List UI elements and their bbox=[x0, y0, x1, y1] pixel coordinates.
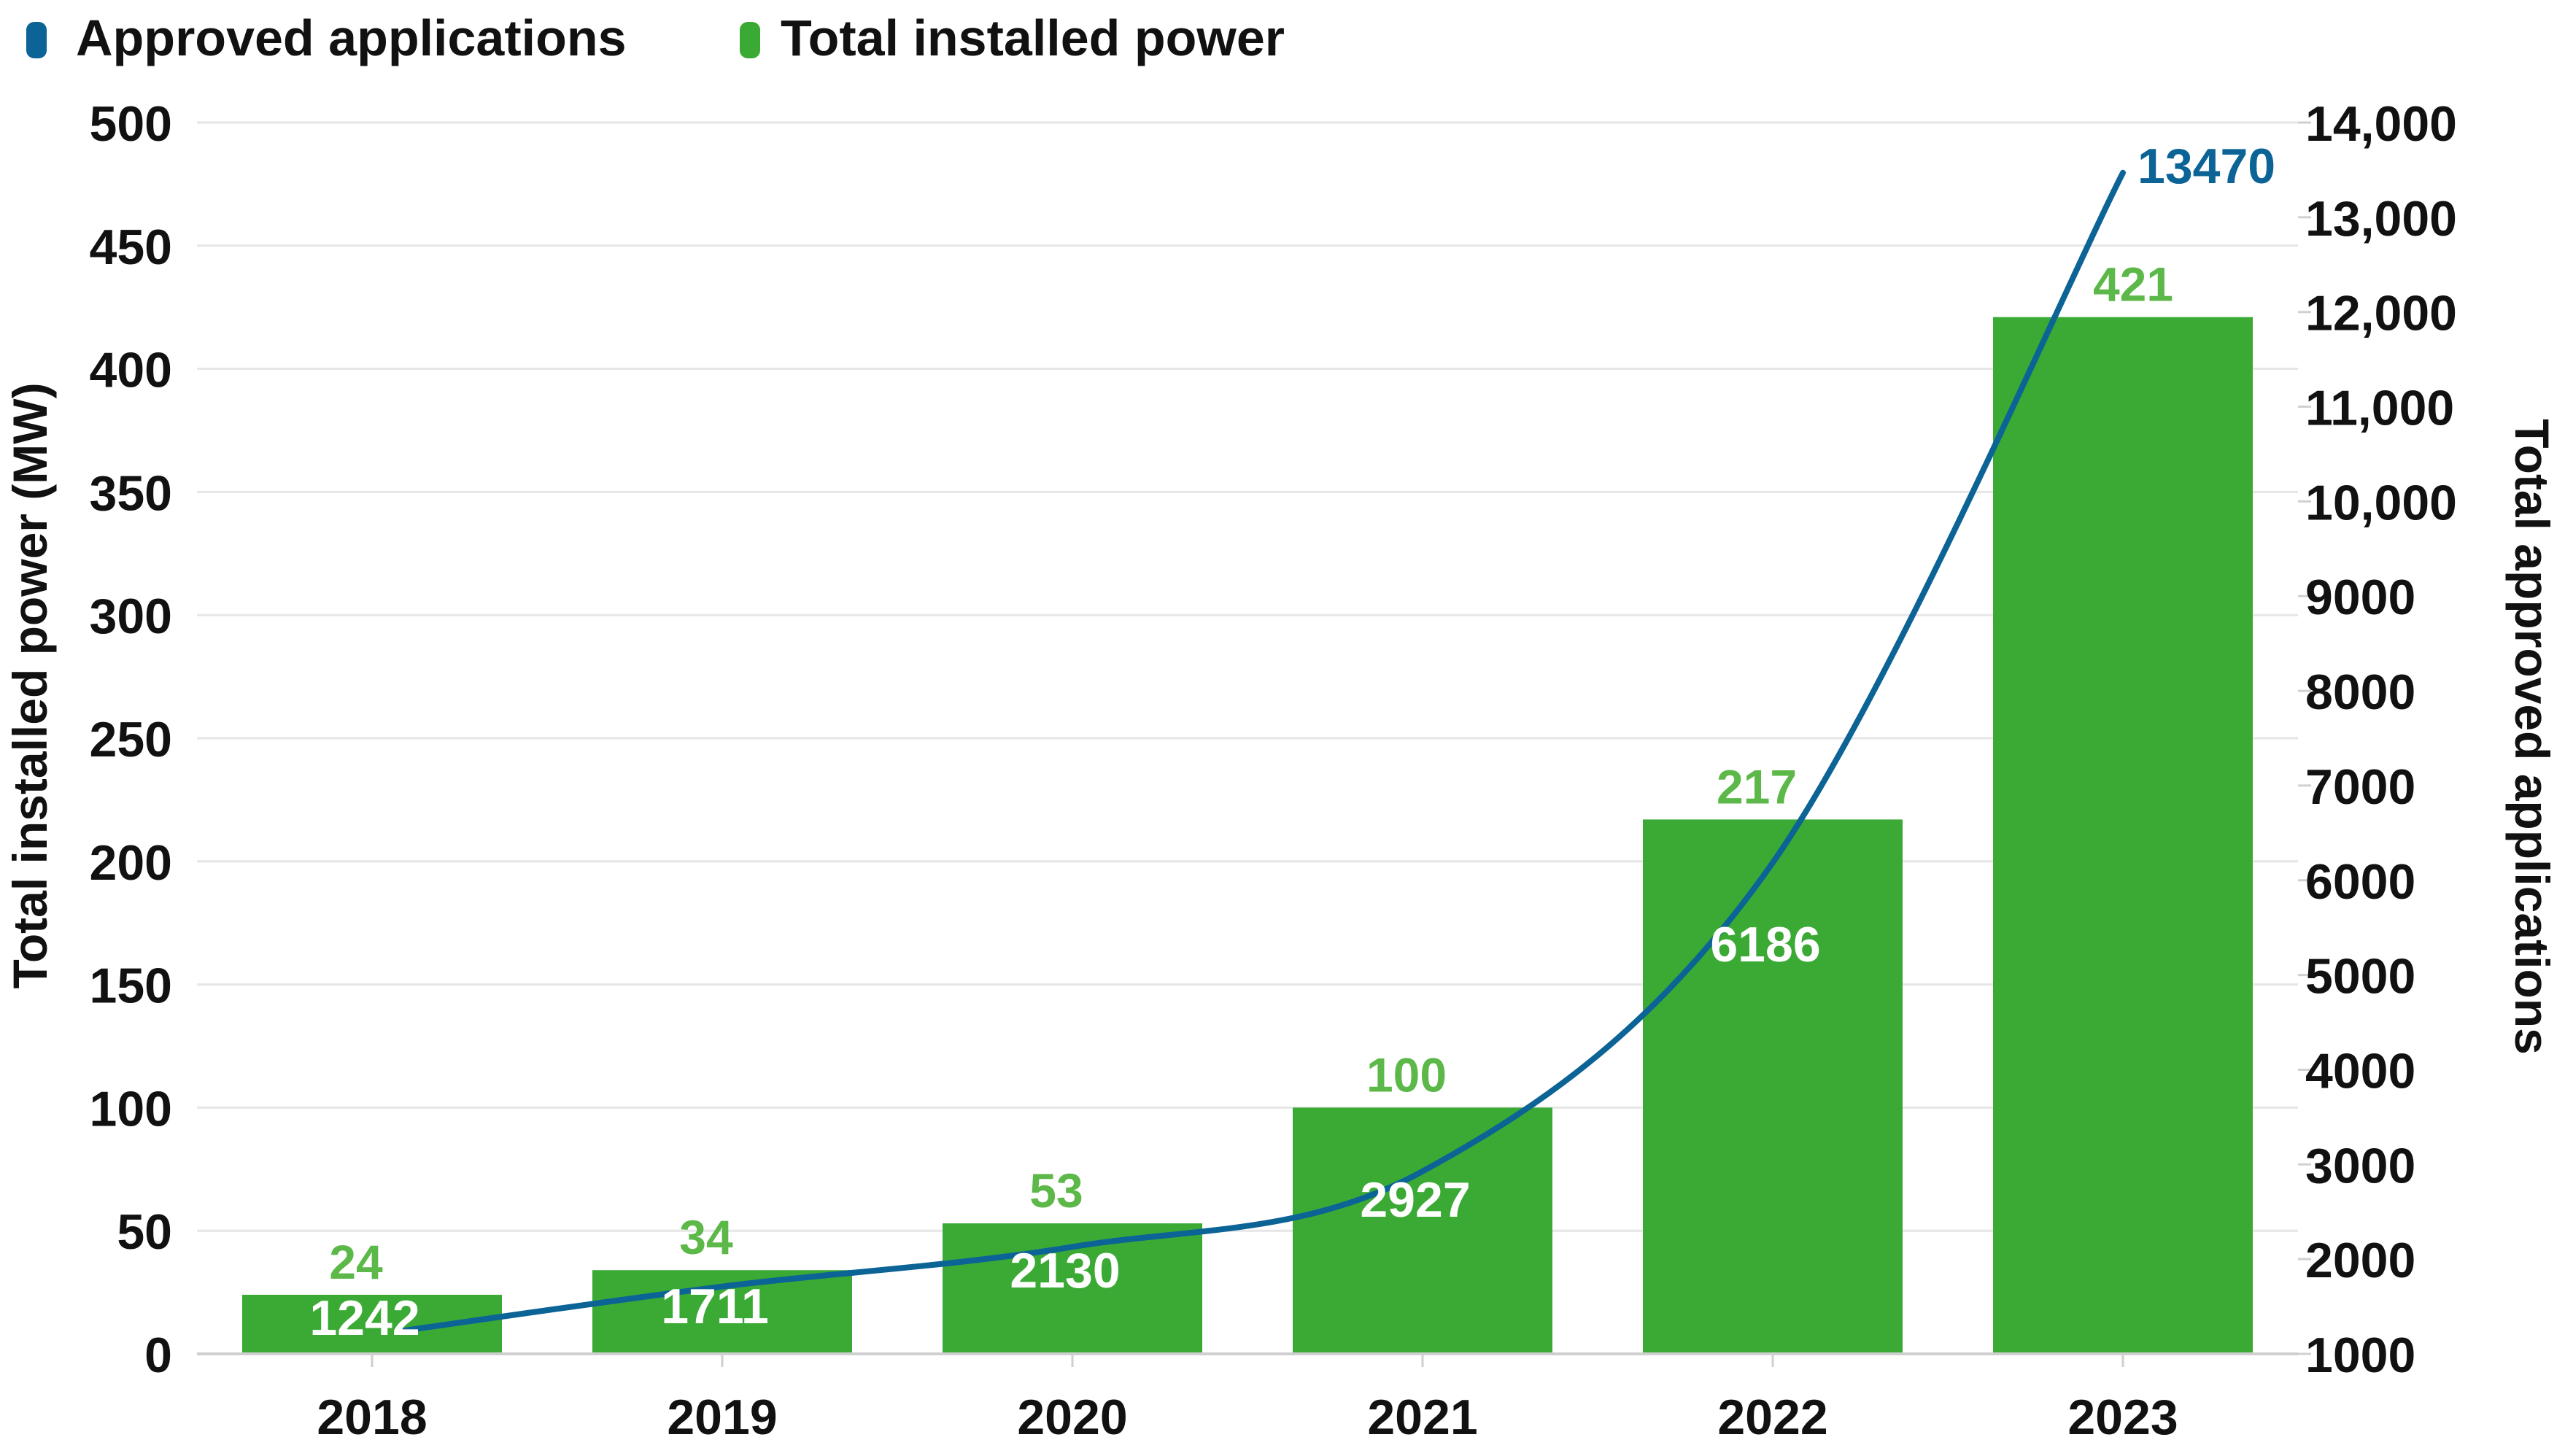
y-tick-label: 150 bbox=[90, 959, 172, 1014]
y2-tick-label: 2000 bbox=[2305, 1233, 2415, 1288]
legend: Approved applications Total installed po… bbox=[26, 9, 1285, 66]
y2-tick-label: 6000 bbox=[2305, 854, 2415, 910]
bar-value-label: 100 bbox=[1366, 1048, 1447, 1101]
line-value-label: 2130 bbox=[1010, 1243, 1120, 1298]
y-axis-title: Total installed power (MW) bbox=[3, 382, 57, 988]
bar-value-label: 34 bbox=[679, 1210, 733, 1264]
x-tick-label: 2018 bbox=[317, 1390, 427, 1445]
x-tick-label: 2021 bbox=[1367, 1390, 1477, 1445]
y2-tick-label: 14,000 bbox=[2305, 96, 2457, 152]
y2-tick-label: 12,000 bbox=[2305, 286, 2457, 341]
tick-labels: 0 50 100 150 200 250 300 350 400 450 500 1000 2000 30… bbox=[90, 96, 2457, 1445]
line-value-label: 6186 bbox=[1710, 917, 1820, 972]
x-tick-label: 2019 bbox=[667, 1390, 777, 1445]
bar-2023 bbox=[1993, 317, 2253, 1355]
x-tick-label: 2020 bbox=[1017, 1390, 1127, 1445]
y2-tick-label: 1000 bbox=[2305, 1328, 2415, 1383]
line-value-label: 1711 bbox=[661, 1279, 769, 1334]
y-tick-label: 300 bbox=[90, 589, 172, 644]
x-tick-label: 2022 bbox=[1717, 1390, 1827, 1445]
legend-label-approved-applications: Approved applications bbox=[76, 9, 627, 66]
y-tick-label: 500 bbox=[90, 96, 172, 152]
y2-tick-label: 11,000 bbox=[2305, 381, 2454, 436]
legend-label-total-installed-power: Total installed power bbox=[781, 9, 1285, 66]
y2-tick-label: 4000 bbox=[2305, 1043, 2415, 1099]
y2-tick-label: 8000 bbox=[2305, 665, 2415, 720]
bar-2021 bbox=[1293, 1107, 1552, 1354]
y2-tick-label: 13,000 bbox=[2305, 191, 2457, 247]
y2-tick-label: 5000 bbox=[2305, 949, 2415, 1004]
y-tick-label: 200 bbox=[90, 835, 172, 891]
x-tick-label: 2023 bbox=[2067, 1390, 2178, 1445]
y2-tick-label: 9000 bbox=[2305, 570, 2415, 625]
bar-value-label: 217 bbox=[1717, 759, 1797, 813]
line-value-label: 1242 bbox=[309, 1290, 419, 1346]
applications-line-path bbox=[398, 169, 2126, 1334]
legend-marker-total-installed-power bbox=[740, 22, 760, 58]
data-labels: 24 34 53 100 217 421 1242 1711 2130 2927 6186 13470 bbox=[309, 139, 2275, 1346]
line-value-label: 13470 bbox=[2138, 139, 2275, 194]
y-tick-label: 250 bbox=[90, 712, 172, 767]
y2-tick-label: 3000 bbox=[2305, 1138, 2415, 1193]
y-tick-label: 400 bbox=[90, 343, 172, 398]
y-tick-label: 450 bbox=[90, 220, 172, 275]
approved-applications-line bbox=[398, 169, 2126, 1334]
bar-value-label: 421 bbox=[2093, 257, 2173, 311]
bar-value-label: 24 bbox=[329, 1235, 383, 1289]
y-tick-label: 50 bbox=[117, 1204, 172, 1260]
y2-axis-title: Total approved applications bbox=[2505, 419, 2559, 1055]
bar-value-label: 53 bbox=[1029, 1163, 1083, 1217]
legend-marker-approved-applications bbox=[26, 22, 47, 58]
y2-tick-label: 7000 bbox=[2305, 759, 2415, 815]
line-value-label: 2927 bbox=[1360, 1172, 1470, 1228]
bar-2022 bbox=[1643, 819, 1903, 1354]
y-tick-label: 0 bbox=[144, 1328, 172, 1383]
bars bbox=[242, 317, 2253, 1355]
y-tick-label: 100 bbox=[90, 1081, 172, 1136]
y-tick-label: 350 bbox=[90, 465, 172, 521]
y2-tick-label: 10,000 bbox=[2305, 475, 2457, 530]
gridlines bbox=[197, 121, 2311, 1367]
